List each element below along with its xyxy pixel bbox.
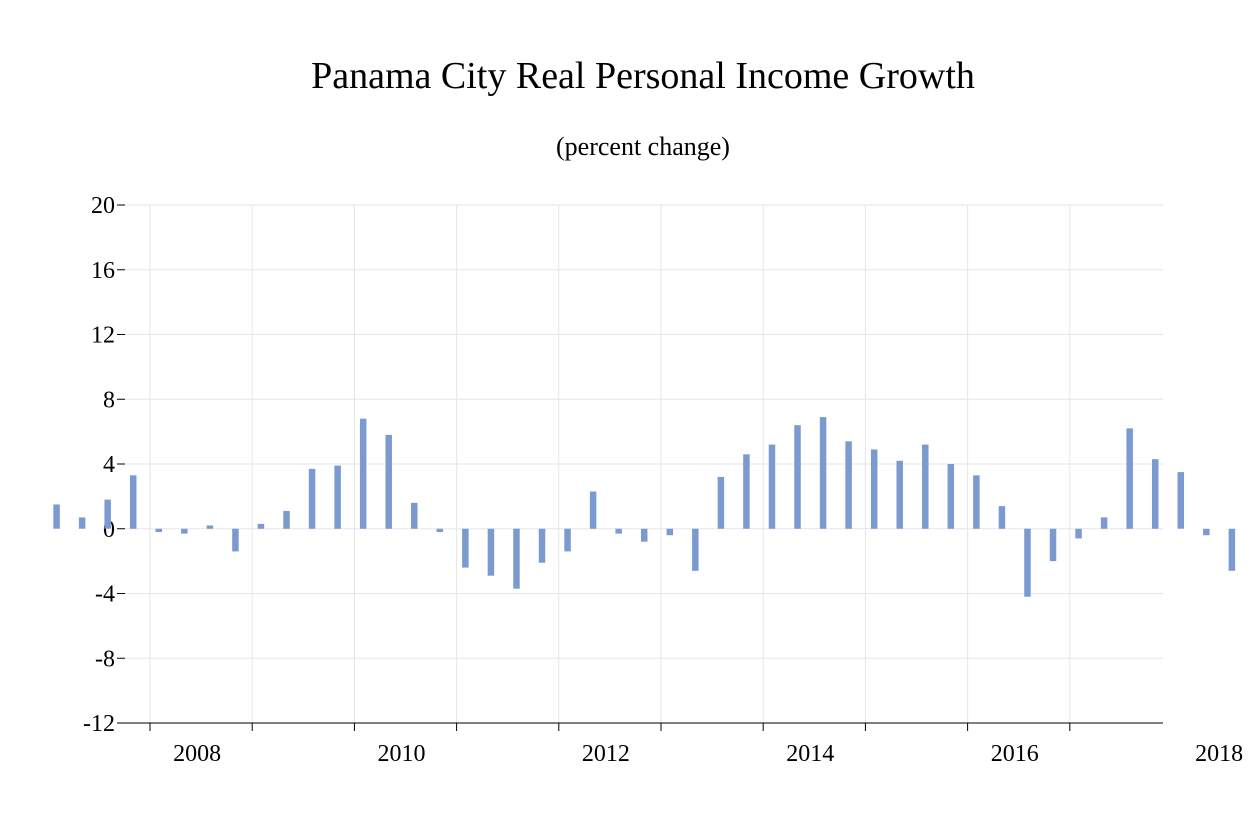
- bar: [743, 454, 750, 529]
- y-tick-label: 16: [91, 258, 115, 284]
- bar: [104, 499, 111, 529]
- bar: [922, 444, 929, 529]
- x-tick-label: 2018: [1195, 741, 1243, 767]
- bar: [1126, 428, 1133, 529]
- y-tick-label: -12: [83, 711, 115, 737]
- bar: [640, 528, 648, 542]
- bar: [589, 491, 597, 529]
- x-tick-label: 2012: [582, 741, 630, 767]
- bar: [666, 528, 674, 536]
- bar: [513, 528, 520, 589]
- bar: [692, 528, 699, 571]
- x-tick-label: 2008: [173, 741, 221, 767]
- bar: [1100, 517, 1108, 529]
- y-tick-label: 8: [103, 387, 115, 413]
- bar: [1024, 528, 1031, 597]
- bar: [564, 528, 571, 552]
- bar: [1228, 528, 1236, 571]
- bar: [206, 525, 214, 529]
- bar: [487, 528, 495, 576]
- bar: [283, 510, 290, 529]
- bar: [385, 434, 392, 529]
- x-axis: 2008201020122014201620182020202220242026: [125, 722, 1243, 767]
- y-tick-label: 4: [103, 452, 115, 478]
- bar: [1075, 528, 1082, 539]
- bar: [334, 465, 341, 529]
- bar: [819, 417, 827, 529]
- y-tick-label: 12: [91, 323, 115, 349]
- bar: [232, 528, 239, 552]
- bar: [359, 418, 367, 529]
- bar: [947, 464, 955, 529]
- bar: [973, 475, 980, 529]
- bar: [411, 502, 418, 529]
- bar: [538, 528, 546, 563]
- bar: [308, 468, 316, 529]
- bar: [717, 476, 725, 529]
- bar: [615, 528, 622, 534]
- bar: [129, 475, 137, 529]
- x-tick-label: 2014: [786, 741, 834, 767]
- x-tick-label: 2010: [378, 741, 426, 767]
- y-tick-label: -4: [95, 582, 115, 608]
- bar: [181, 528, 188, 534]
- y-tick-label: 20: [91, 193, 115, 219]
- bar: [78, 517, 86, 529]
- bar: [1203, 528, 1210, 536]
- bar: [257, 523, 265, 529]
- bars: [53, 417, 1236, 597]
- y-tick-label: -8: [95, 646, 115, 672]
- bar: [1049, 528, 1057, 562]
- bar: [794, 425, 801, 529]
- bar: [1151, 459, 1159, 529]
- bar: [53, 504, 60, 529]
- bar: [436, 528, 444, 532]
- x-tick-label: 2016: [991, 741, 1039, 767]
- bar: [462, 528, 469, 568]
- chart-title: Panama City Real Personal Income Growth: [311, 55, 975, 97]
- bar: [998, 506, 1006, 529]
- bar: [155, 528, 163, 532]
- bar: [845, 441, 852, 529]
- bar: [896, 460, 903, 529]
- bar: [768, 444, 776, 529]
- grid: [125, 204, 1163, 724]
- chart-subtitle: (percent change): [556, 132, 730, 161]
- bar: [870, 449, 878, 529]
- bar: [1177, 472, 1185, 529]
